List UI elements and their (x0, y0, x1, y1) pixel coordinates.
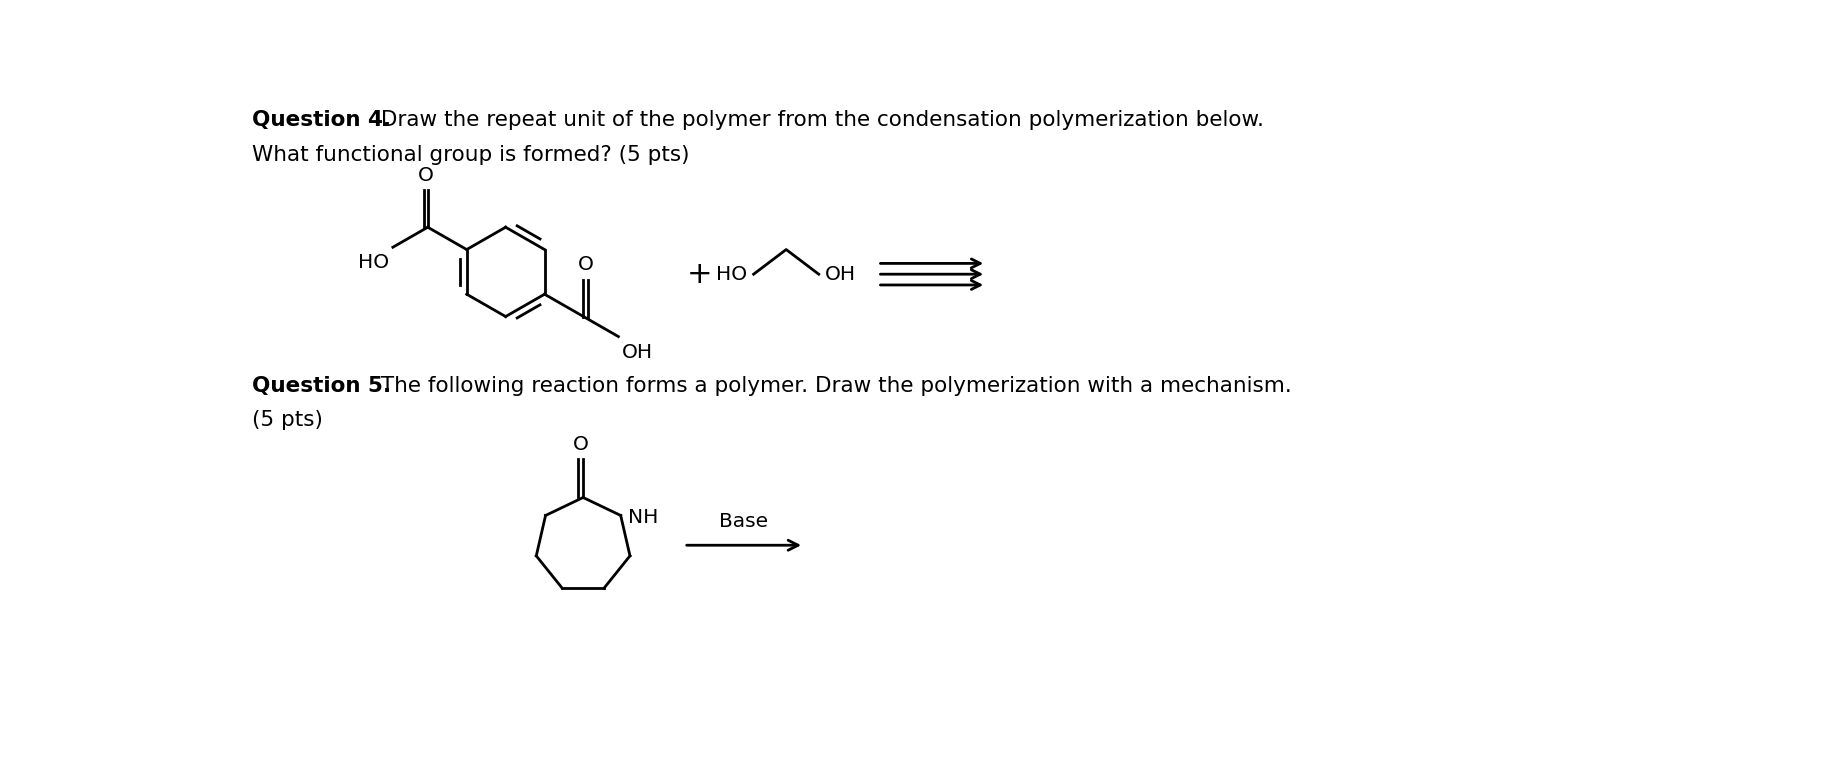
Text: The following reaction forms a polymer. Draw the polymerization with a mechanism: The following reaction forms a polymer. … (374, 376, 1291, 395)
Text: OH: OH (824, 265, 856, 284)
Text: O: O (577, 255, 594, 274)
Text: OH: OH (621, 343, 653, 362)
Text: Question 4.: Question 4. (253, 110, 391, 131)
Text: +: + (686, 260, 712, 289)
Text: HO: HO (715, 265, 747, 284)
Text: Question 5.: Question 5. (253, 376, 391, 395)
Text: Base: Base (719, 512, 769, 531)
Text: O: O (419, 166, 433, 185)
Text: O: O (573, 435, 588, 455)
Text: (5 pts): (5 pts) (253, 410, 323, 430)
Text: What functional group is formed? (5 pts): What functional group is formed? (5 pts) (253, 145, 690, 165)
Text: Draw the repeat unit of the polymer from the condensation polymerization below.: Draw the repeat unit of the polymer from… (374, 110, 1263, 131)
Text: NH: NH (629, 507, 658, 527)
Text: HO: HO (358, 253, 389, 273)
